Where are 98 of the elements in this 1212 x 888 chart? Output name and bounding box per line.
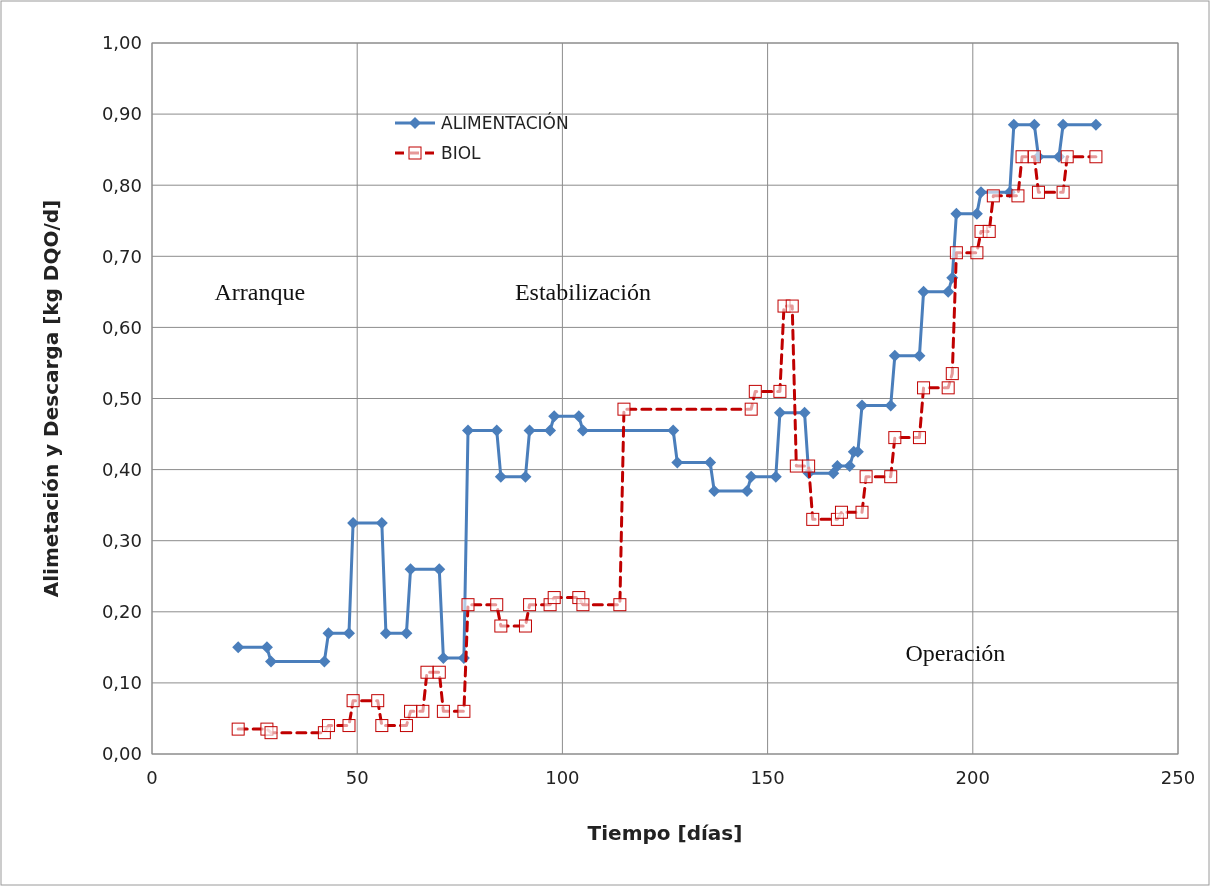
x-tick-label: 50	[345, 767, 369, 788]
y-axis-title: Alimetación y Descarga [kg DQO/d]	[39, 199, 63, 598]
point	[379, 627, 392, 640]
point	[342, 719, 356, 733]
point	[576, 424, 589, 437]
point	[855, 505, 869, 519]
y-tick-label: 0,60	[101, 316, 142, 338]
point	[576, 598, 590, 612]
x-axis-title: Tiempo [días]	[587, 821, 743, 845]
point	[748, 384, 762, 398]
point	[949, 246, 963, 260]
point	[1028, 118, 1041, 131]
point	[231, 722, 245, 736]
point	[667, 424, 680, 437]
y-tick-label: 1,00	[101, 32, 142, 54]
point	[404, 563, 417, 576]
annotation: Arranque	[214, 279, 306, 306]
point	[888, 431, 902, 445]
point	[785, 299, 799, 313]
point	[945, 367, 959, 381]
point	[494, 619, 508, 633]
point	[264, 726, 278, 740]
point	[802, 459, 816, 473]
point	[375, 719, 389, 733]
point	[704, 456, 717, 469]
annotation: Estabilización	[514, 279, 651, 306]
point	[917, 381, 931, 395]
point	[855, 399, 868, 412]
point	[773, 384, 787, 398]
point	[744, 402, 758, 416]
point	[617, 402, 631, 416]
x-tick-label: 100	[545, 767, 580, 788]
point	[917, 285, 930, 298]
point	[986, 189, 1000, 203]
y-tick-label: 0,30	[101, 530, 142, 551]
point	[1027, 150, 1041, 164]
x-tick-label: 250	[1160, 767, 1196, 788]
point	[461, 598, 475, 612]
point	[806, 512, 820, 526]
point	[789, 459, 803, 473]
x-tick-label: 0	[146, 767, 158, 788]
point	[1015, 150, 1029, 164]
point	[1056, 185, 1070, 199]
legend-label: ALIMENTACIÓN	[441, 111, 569, 133]
point	[1031, 185, 1045, 199]
point	[490, 598, 504, 612]
point	[399, 719, 413, 733]
y-tick-label: 0,40	[101, 458, 142, 480]
point	[942, 285, 955, 298]
point	[1089, 150, 1103, 164]
point	[494, 470, 507, 483]
point	[912, 431, 926, 445]
y-tick-label: 0,20	[101, 601, 142, 623]
point	[941, 381, 955, 395]
point	[741, 484, 754, 497]
point	[544, 424, 557, 437]
y-tick-label: 0,00	[101, 743, 142, 765]
point	[831, 460, 844, 473]
point	[773, 406, 786, 419]
point	[371, 694, 385, 708]
point	[518, 619, 532, 633]
point	[827, 467, 840, 480]
point	[437, 652, 450, 665]
point	[1060, 150, 1074, 164]
point	[859, 470, 873, 484]
y-tick-label: 0,90	[101, 103, 142, 125]
point	[404, 704, 418, 718]
point	[950, 207, 963, 220]
point	[321, 719, 335, 733]
y-tick-label: 0,50	[101, 387, 142, 409]
y-tick-label: 0,70	[101, 245, 142, 267]
point	[523, 598, 537, 612]
y-tick-label: 0,80	[101, 174, 142, 196]
point	[888, 349, 901, 362]
point	[322, 627, 335, 640]
point	[982, 224, 996, 238]
point	[798, 406, 811, 419]
point	[416, 704, 430, 718]
point	[884, 470, 898, 484]
x-tick-label: 150	[750, 767, 785, 788]
point	[970, 246, 984, 260]
point	[432, 665, 446, 679]
x-tick-label: 200	[955, 767, 990, 788]
point	[834, 505, 848, 519]
annotation: Operación	[905, 639, 1006, 666]
y-tick-label: 0,10	[101, 672, 142, 694]
point	[547, 591, 561, 605]
point	[913, 349, 926, 362]
point	[613, 598, 627, 612]
point	[436, 704, 450, 718]
point	[519, 470, 532, 483]
point	[457, 704, 471, 718]
legend-label: BIOL	[441, 142, 482, 163]
point	[1007, 118, 1020, 131]
point	[346, 694, 360, 708]
point	[1011, 189, 1025, 203]
point	[400, 627, 413, 640]
point	[420, 665, 434, 679]
